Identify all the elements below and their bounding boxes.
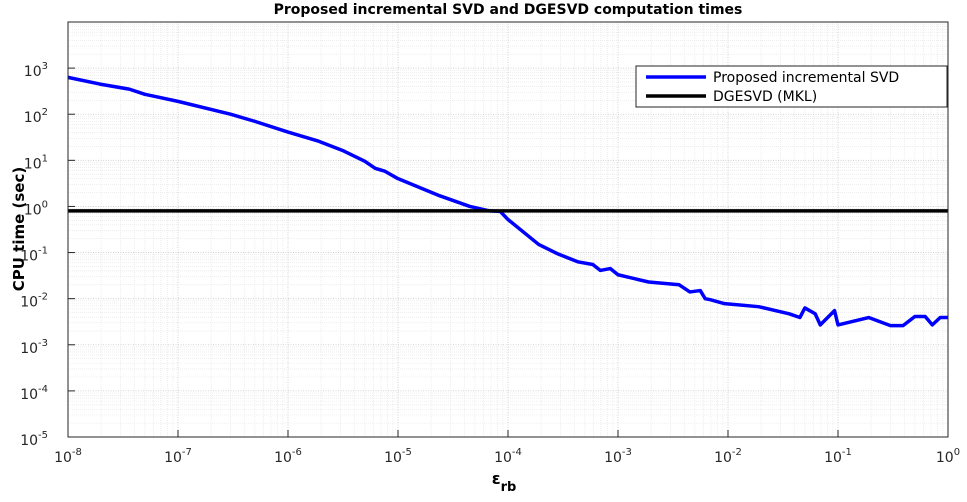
- tick-label-base: 10: [24, 64, 42, 80]
- x-axis-label-main: ε: [492, 469, 501, 488]
- tick-label-base: 10: [494, 450, 512, 466]
- tick-label-exponent: 3: [42, 61, 48, 72]
- tick-label: 10-3: [604, 447, 632, 466]
- tick-label-exponent: 0: [42, 199, 48, 210]
- tick-label-exponent: -8: [72, 447, 82, 458]
- tick-label: 102: [24, 107, 48, 126]
- legend-box: [635, 65, 948, 108]
- tick-label-base: 10: [54, 450, 72, 466]
- tick-label-base: 10: [24, 156, 42, 172]
- tick-label-exponent: 2: [42, 107, 48, 118]
- tick-label-exponent: -4: [38, 384, 48, 395]
- legend-label: Proposed incremental SVD: [713, 70, 899, 86]
- tick-label: 10-4: [20, 384, 48, 403]
- tick-label-exponent: -5: [38, 430, 48, 441]
- x-axis-label-sub: rb: [501, 480, 517, 495]
- series-group: [67, 75, 948, 328]
- tick-label-exponent: -3: [622, 447, 632, 458]
- tick-label-exponent: -2: [732, 447, 742, 458]
- tick-label-exponent: -6: [292, 447, 302, 458]
- tick-label: 10-2: [20, 292, 48, 311]
- tick-label: 10-5: [20, 430, 48, 449]
- tick-label: 10-4: [494, 447, 522, 466]
- tick-label-exponent: 1: [42, 153, 48, 164]
- tick-label-base: 10: [164, 450, 182, 466]
- tick-label: 100: [24, 199, 48, 218]
- tick-label: 10-1: [824, 447, 852, 466]
- ticks: 10-8 10-7 10-6 10-5 10-4 10-3 10-2 10-1 10010-51…: [20, 61, 960, 466]
- tick-label-base: 10: [20, 295, 38, 311]
- chart-title: Proposed incremental SVD and DGESVD comp…: [274, 2, 743, 18]
- legend: Proposed incremental SVD DGESVD (MKL): [635, 65, 948, 108]
- tick-label-base: 10: [24, 110, 42, 126]
- tick-label: 10-2: [714, 447, 742, 466]
- legend-label: DGESVD (MKL): [713, 89, 817, 105]
- tick-label-exponent: -1: [38, 246, 48, 257]
- tick-label-base: 10: [714, 450, 732, 466]
- tick-label-base: 10: [20, 249, 38, 265]
- tick-label-base: 10: [20, 341, 38, 357]
- tick-label-base: 10: [824, 450, 842, 466]
- tick-label-exponent: -1: [842, 447, 852, 458]
- tick-label: 101: [24, 153, 48, 172]
- tick-label: 10-1: [20, 246, 48, 265]
- tick-label-exponent: 0: [954, 447, 960, 458]
- tick-label-exponent: -4: [512, 447, 522, 458]
- tick-label-base: 10: [274, 450, 292, 466]
- tick-label-base: 10: [20, 433, 38, 449]
- tick-label: 100: [936, 447, 960, 466]
- tick-label-base: 10: [384, 450, 402, 466]
- tick-label-exponent: -5: [402, 447, 412, 458]
- tick-label-exponent: -3: [38, 338, 48, 349]
- tick-label-base: 10: [20, 387, 38, 403]
- y-axis-label: CPU time (sec): [10, 167, 28, 291]
- tick-label-base: 10: [604, 450, 622, 466]
- tick-label: 103: [24, 61, 48, 80]
- tick-label: 10-7: [164, 447, 192, 466]
- tick-label-exponent: -7: [182, 447, 192, 458]
- x-axis-label: εrb: [492, 469, 517, 495]
- tick-label: 10-3: [20, 338, 48, 357]
- tick-label: 10-6: [274, 447, 302, 466]
- tick-label: 10-8: [54, 447, 82, 466]
- tick-label: 10-5: [384, 447, 412, 466]
- tick-label-base: 10: [24, 202, 42, 218]
- series-line: [67, 75, 948, 328]
- tick-label-exponent: -2: [38, 292, 48, 303]
- tick-label-base: 10: [936, 450, 954, 466]
